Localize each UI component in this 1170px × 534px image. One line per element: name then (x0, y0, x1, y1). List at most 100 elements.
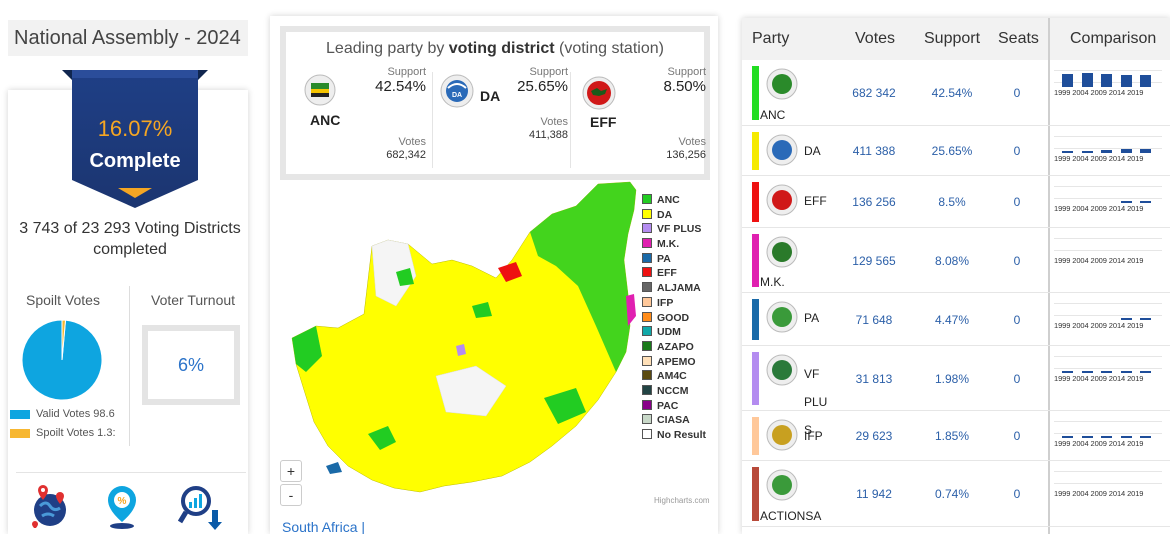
map-legend-item[interactable]: NCCM (642, 384, 706, 400)
comparison-bar[interactable] (1081, 151, 1093, 153)
map-legend-item[interactable]: AM4C (642, 370, 706, 385)
map-region-pa[interactable] (326, 462, 342, 474)
pie-slice-spoilt[interactable] (61, 319, 67, 361)
comparison-bar[interactable] (1101, 150, 1112, 153)
comparison-bar[interactable] (1062, 151, 1073, 153)
map-legend-item[interactable]: PA (642, 252, 706, 268)
lead-card-anc[interactable]: ANC Support 42.54% Votes 682,342 (292, 66, 430, 170)
table-row[interactable]: VF PLUS 31 813 1.98% 0 1999 2004 2009 2014 2… (742, 346, 1170, 437)
chart-credits-link[interactable]: Highcharts.com (654, 496, 710, 505)
table-row[interactable]: M.K. 129 565 8.08% 0 1999 2004 2009 2014 201… (742, 228, 1170, 293)
comparison-bar[interactable] (1140, 436, 1151, 438)
header-comparison[interactable]: Comparison (1070, 30, 1157, 47)
header-votes[interactable]: Votes (855, 30, 896, 47)
map-legend-item[interactable]: ALJAMA (642, 282, 706, 297)
table-row[interactable]: ACTIONSA 11 942 0.74% 0 1999 2004 2009 2014 … (742, 461, 1170, 527)
comparison-bar[interactable] (1120, 436, 1132, 438)
map-legend-item[interactable]: UDM (642, 326, 706, 341)
map-legend-item[interactable]: AZAPO (642, 340, 706, 356)
table-row[interactable]: EFF 136 256 8.5% 0 1999 2004 2009 2014 2019 (742, 176, 1170, 228)
party-name[interactable]: DA (804, 144, 821, 158)
map-region-mk[interactable] (626, 294, 636, 326)
comparison-bar[interactable] (1140, 371, 1151, 373)
spoilt-votes-pie[interactable] (20, 318, 104, 402)
map-region-anc[interactable] (396, 268, 414, 286)
comparison-chart[interactable]: 1999 2004 2009 2014 2019 (1054, 132, 1164, 172)
comparison-bar[interactable] (1140, 201, 1151, 203)
party-name[interactable]: ANC (760, 108, 786, 122)
legend-valid-votes[interactable]: Valid Votes 98.6 (10, 408, 120, 420)
comparison-bar[interactable] (1120, 371, 1132, 373)
map-region-anc[interactable] (368, 426, 396, 450)
header-party[interactable]: Party (752, 30, 790, 47)
map-legend-item[interactable]: CIASA (642, 414, 706, 429)
comparison-bar[interactable] (1062, 436, 1073, 438)
comparison-chart[interactable]: 1999 2004 2009 2014 2019 (1054, 182, 1164, 222)
legend-spoilt-votes[interactable]: Spoilt Votes 1.3: (10, 427, 120, 439)
map-region-eff[interactable] (498, 262, 522, 282)
party-name[interactable]: EFF (804, 194, 827, 208)
search-chart-icon[interactable] (178, 484, 224, 530)
comparison-chart[interactable]: 1999 2004 2009 2014 2019 (1054, 417, 1164, 457)
comparison-chart[interactable]: 1999 2004 2009 2014 2019 (1054, 66, 1164, 106)
map-region-vfplus[interactable] (456, 344, 466, 356)
comparison-bar[interactable] (1081, 73, 1093, 87)
comparison-chart[interactable]: 1999 2004 2009 2014 2019 (1054, 467, 1164, 507)
comparison-bar[interactable] (1101, 74, 1112, 87)
map-region-anc[interactable] (544, 388, 586, 424)
globe-map-icon[interactable] (28, 484, 72, 528)
party-name[interactable]: IFP (804, 429, 823, 443)
party-name[interactable]: PA (804, 311, 820, 325)
comparison-bar[interactable] (1081, 371, 1093, 373)
map-region-anc[interactable] (472, 302, 492, 318)
map-region-no-result[interactable] (435, 365, 507, 417)
comparison-bar[interactable] (1140, 149, 1151, 153)
table-row[interactable]: ANC 682 342 42.54% 0 1999 2004 2009 2014 201… (742, 60, 1170, 126)
party-name[interactable]: M.K. (760, 275, 785, 289)
comparison-bar[interactable] (1120, 149, 1132, 153)
map-legend-item[interactable]: EFF (642, 267, 706, 282)
legend-label: DA (657, 208, 673, 221)
header-support[interactable]: Support (924, 30, 981, 47)
table-row[interactable]: DA 411 388 25.65% 0 1999 2004 2009 2014 2019 (742, 126, 1170, 176)
map-legend-item[interactable]: M.K. (642, 238, 706, 253)
comparison-chart[interactable]: 1999 2004 2009 2014 2019 (1054, 299, 1164, 339)
comparison-bar[interactable] (1120, 75, 1132, 87)
map-legend-item[interactable]: ANC (642, 194, 706, 209)
party-name[interactable]: VF PLUS (804, 367, 828, 437)
comparison-chart[interactable]: 1999 2004 2009 2014 2019 (1054, 352, 1164, 392)
map-legend-item[interactable]: No Result (642, 429, 706, 444)
comparison-bar[interactable] (1101, 436, 1112, 438)
comparison-bar[interactable] (1140, 75, 1151, 87)
party-name[interactable]: ACTIONSA (760, 509, 822, 523)
map-legend-item[interactable]: PAC (642, 399, 706, 415)
percent-pin-icon[interactable]: % (104, 484, 140, 530)
table-row[interactable]: IFP 29 623 1.85% 0 1999 2004 2009 2014 2019 (742, 411, 1170, 461)
table-row[interactable]: PA 71 648 4.47% 0 1999 2004 2009 2014 2019 (742, 293, 1170, 346)
map-legend-item[interactable]: DA (642, 208, 706, 224)
comparison-bar[interactable] (1120, 201, 1132, 203)
map-region-anc[interactable] (530, 182, 636, 372)
map-legend-item[interactable]: APEMO (642, 355, 706, 371)
legend-label: M.K. (657, 238, 680, 251)
lead-card-eff[interactable]: EFF Support 8.50% Votes 136,256 (572, 66, 710, 170)
comparison-bar[interactable] (1062, 371, 1073, 373)
comparison-bar[interactable] (1101, 371, 1112, 373)
zoom-out-button[interactable]: - (280, 484, 302, 506)
comparison-bar[interactable] (1120, 318, 1132, 320)
lead-card-da[interactable]: DA DA Support 25.65% Votes 411,388 (434, 66, 572, 170)
comparison-chart[interactable]: 1999 2004 2009 2014 2019 (1054, 234, 1164, 274)
zoom-in-button[interactable]: + (280, 460, 302, 482)
comparison-bar[interactable] (1062, 74, 1073, 87)
legend-label: ANC (657, 194, 680, 206)
comparison-bar[interactable] (1081, 436, 1093, 438)
map-legend-item[interactable]: VF PLUS (642, 223, 706, 238)
header-seats[interactable]: Seats (998, 30, 1039, 47)
south-africa-map[interactable] (276, 176, 712, 516)
map-region-anc[interactable] (292, 326, 322, 372)
comparison-bar[interactable] (1140, 318, 1151, 320)
breadcrumb[interactable]: South Africa | (282, 519, 366, 534)
map-legend-item[interactable]: IFP (642, 296, 706, 312)
map-region-no-result[interactable] (371, 239, 417, 307)
map-legend-item[interactable]: GOOD (642, 311, 706, 327)
